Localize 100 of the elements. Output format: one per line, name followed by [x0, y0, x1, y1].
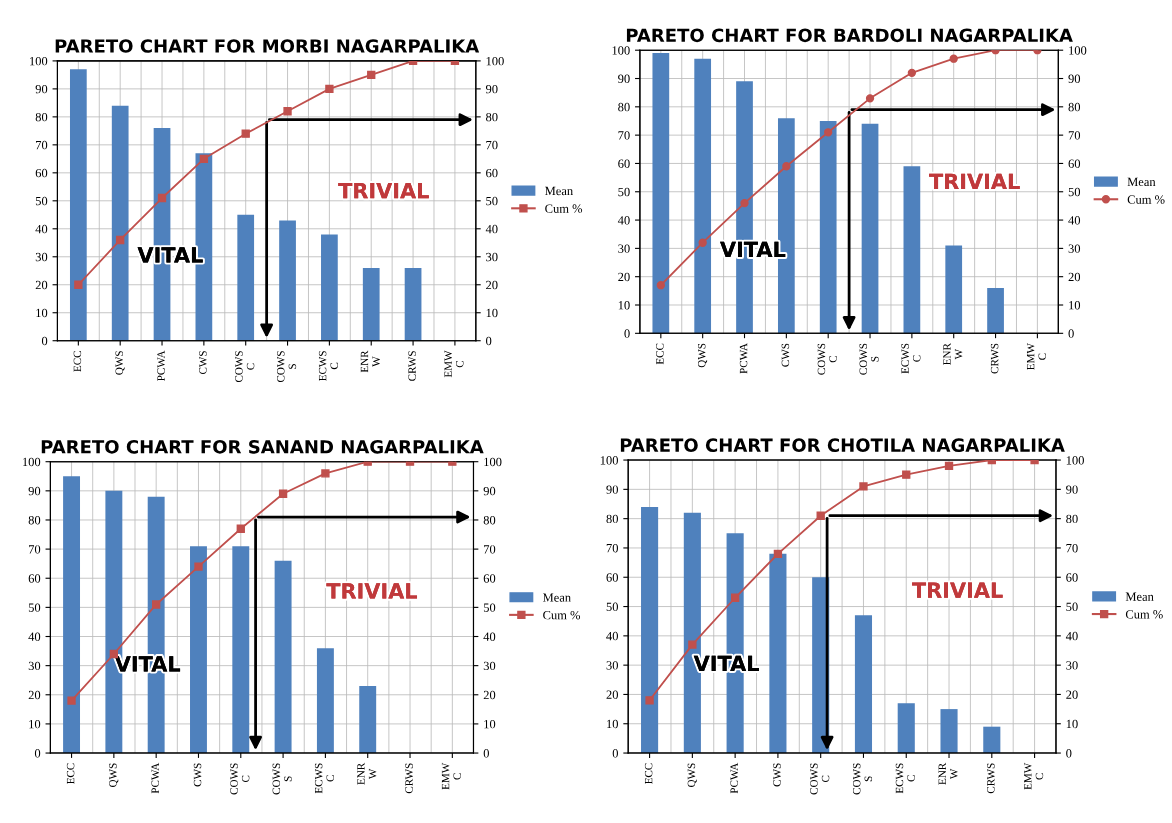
y-tick-label: 40	[35, 224, 48, 234]
bar	[321, 234, 338, 341]
point	[74, 280, 83, 289]
y2-tick-label: 10	[1069, 301, 1081, 310]
x-tick-label: CRWS	[408, 351, 416, 381]
bar	[819, 120, 837, 334]
point	[157, 193, 167, 203]
y2-tick-label: 40	[1065, 631, 1078, 641]
y-tick-label: 70	[606, 543, 618, 553]
bar	[404, 267, 422, 341]
point	[645, 696, 654, 705]
y2-tick-label: 20	[483, 690, 496, 700]
y2-tick-label: 80	[1066, 514, 1078, 524]
y2-tick-label: 80	[483, 516, 496, 525]
y2-tick-label: 40	[1068, 216, 1081, 225]
y-tick-label: 50	[35, 196, 48, 206]
y2-tick-label: 100	[1069, 46, 1087, 55]
y2-tick-label: 30	[1066, 661, 1078, 670]
y-tick-label: 80	[618, 102, 630, 112]
x-tick-label: COWS C	[235, 351, 255, 383]
y-tick-label: 40	[28, 632, 41, 641]
x-tick-label: ECWS C	[318, 351, 338, 381]
bar	[279, 220, 296, 341]
point	[730, 593, 740, 602]
x-tick-label: ECWS C	[895, 763, 915, 794]
legend-label: Cum %	[1127, 195, 1165, 204]
point	[325, 84, 334, 94]
chart-title: PARETO CHART FOR BARDOLI NAGARPALIKA	[626, 28, 1073, 43]
x-tick-label: CRWS	[987, 763, 995, 794]
chart-title: PARETO CHART FOR MORBI NAGARPALIKA	[55, 39, 480, 53]
y-tick-label: 70	[29, 545, 41, 554]
point	[283, 107, 292, 116]
y2-tick-label: 50	[1068, 187, 1081, 197]
y2-tick-label: 40	[483, 632, 496, 641]
x-tick-label: CRWS	[990, 343, 999, 374]
bar	[940, 709, 958, 754]
y2-tick-label: 90	[483, 486, 496, 496]
point	[944, 461, 954, 471]
point	[367, 70, 376, 80]
y2-tick-label: 70	[1066, 543, 1078, 553]
y-tick-label: 80	[606, 514, 618, 524]
legend-label: Mean	[1125, 592, 1154, 601]
y-tick-label: 20	[618, 272, 630, 282]
y-tick-label: 20	[606, 690, 618, 699]
y-tick-label: 100	[612, 46, 630, 55]
bar	[987, 288, 1004, 334]
legend-label: Cum %	[545, 204, 583, 213]
y2-tick-label: 50	[486, 196, 498, 206]
y-tick-label: 60	[606, 573, 618, 582]
y2-tick-label: 60	[483, 574, 496, 583]
annotation: TRIVIAL	[912, 582, 1003, 598]
y-tick-label: 10	[29, 719, 41, 729]
point	[698, 238, 707, 247]
x-tick-label: EMW C	[441, 762, 461, 790]
y2-tick-label: 20	[1066, 690, 1078, 699]
y-tick-label: 50	[606, 602, 618, 612]
y-tick-label: 10	[618, 301, 630, 310]
y2-tick-label: 70	[484, 545, 496, 554]
legend-label: Cum %	[1125, 610, 1163, 619]
point	[278, 489, 288, 498]
y-tick-label: 10	[36, 308, 48, 318]
point	[902, 470, 911, 479]
y2-tick-label: 80	[486, 112, 498, 122]
point	[236, 524, 245, 533]
x-tick-label: QWS	[697, 343, 708, 368]
bar	[63, 476, 81, 754]
x-tick-label: ENR W	[943, 343, 963, 365]
x-tick-label: ECC	[644, 763, 653, 785]
x-tick-label: ECWS C	[901, 343, 921, 374]
point	[194, 562, 203, 571]
y-tick-label: 10	[607, 719, 618, 729]
bar	[769, 553, 787, 754]
point	[859, 482, 868, 491]
point	[241, 129, 250, 138]
point	[321, 469, 330, 478]
y2-tick-label: 50	[483, 603, 496, 612]
y2-tick-label: 20	[1068, 272, 1081, 282]
point	[740, 198, 749, 208]
y2-tick-label: 10	[1066, 719, 1078, 729]
y-tick-label: 50	[618, 187, 630, 197]
x-tick-label: ENR W	[938, 762, 958, 785]
y2-tick-label: 100	[1066, 456, 1084, 465]
y2-tick-label: 70	[1068, 131, 1081, 140]
bar	[854, 615, 873, 754]
y-tick-label: 0	[624, 329, 630, 338]
y-tick-label: 30	[618, 244, 630, 253]
x-tick-label: CWS	[193, 763, 202, 787]
x-tick-label: COWS S	[852, 763, 873, 795]
bar	[359, 686, 377, 754]
x-tick-label: EMW C	[1026, 343, 1046, 370]
x-tick-label: EMW C	[444, 350, 464, 378]
x-tick-label: ECC	[73, 351, 82, 372]
bar	[945, 245, 963, 334]
point	[865, 94, 875, 103]
x-tick-label: CWS	[773, 763, 781, 787]
x-tick-label: QWS	[109, 763, 119, 787]
y2-tick-label: 0	[1066, 749, 1072, 758]
bar	[903, 166, 921, 334]
x-tick-label: CWS	[781, 343, 790, 367]
legend-label: Mean	[1127, 177, 1156, 187]
